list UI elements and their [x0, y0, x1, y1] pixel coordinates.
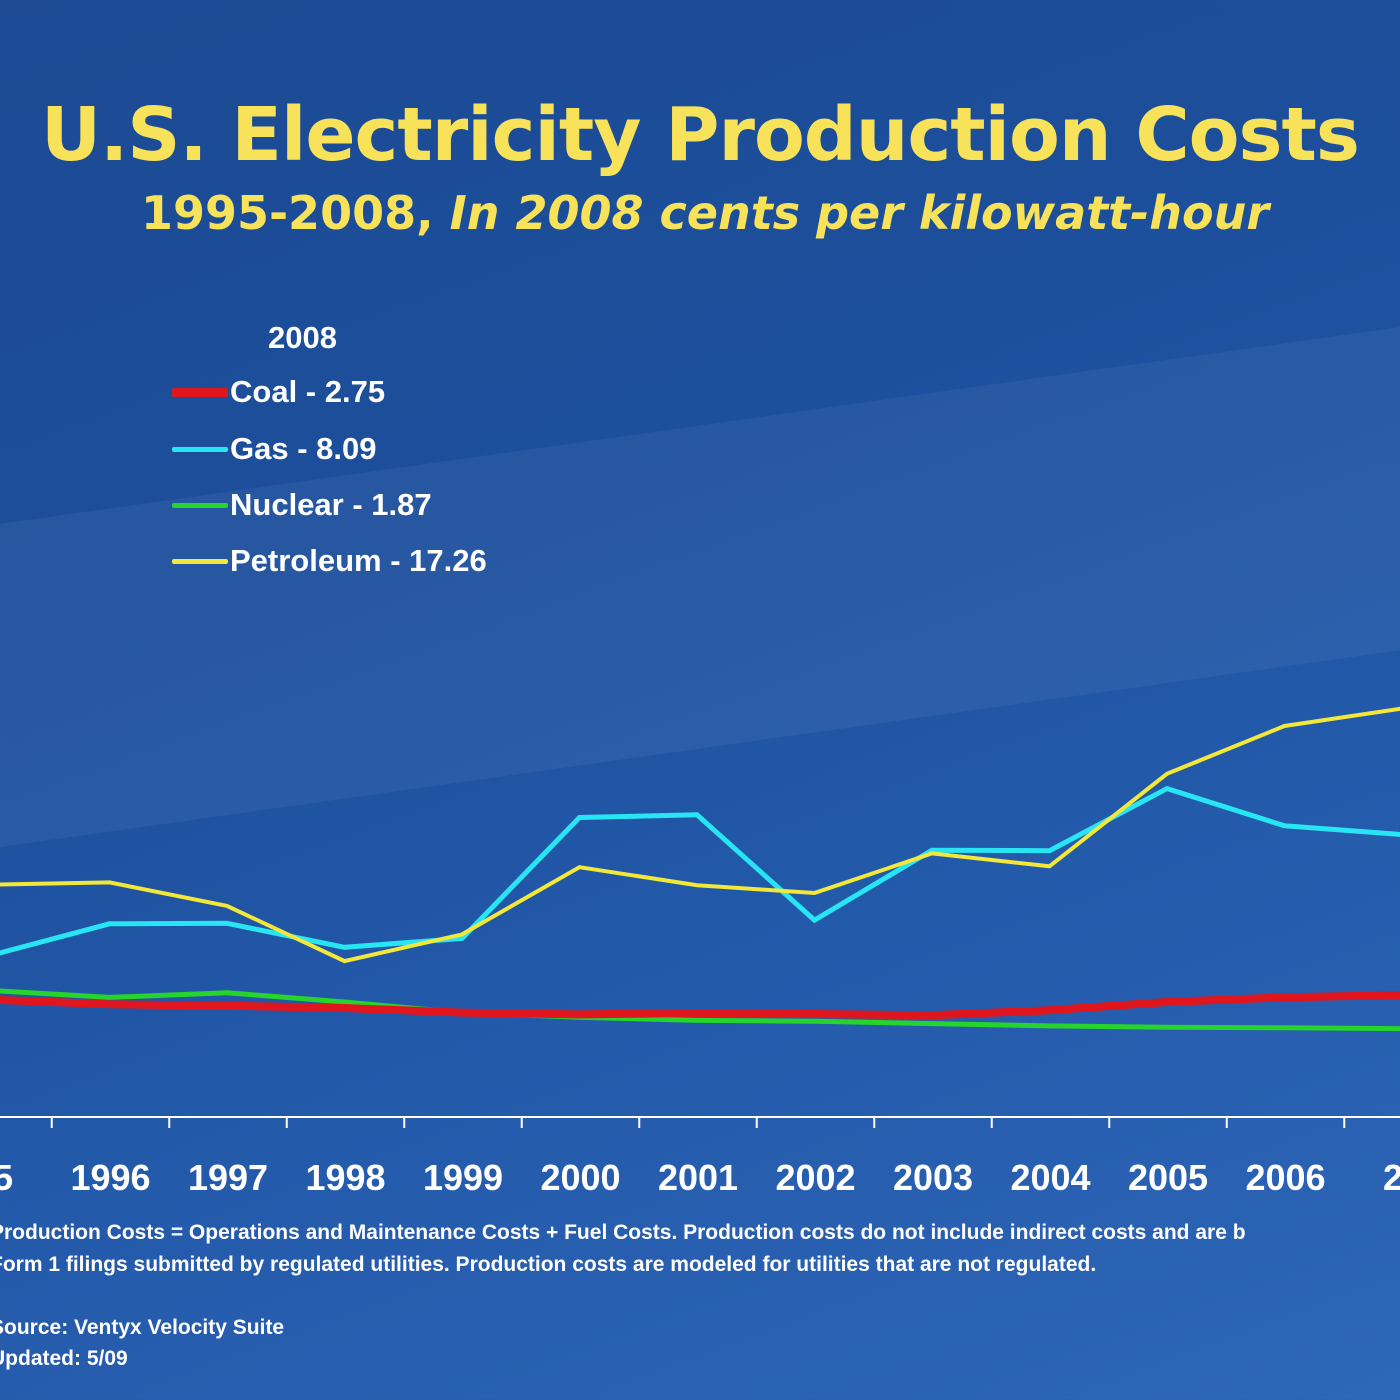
x-tick-label: 1996 [70, 1157, 150, 1198]
legend-label-petroleum: Petroleum - 17.26 [230, 543, 487, 578]
footnote-definition-line1: Production Costs = Operations and Mainte… [0, 1221, 1246, 1244]
x-tick-label: 95 [0, 1157, 13, 1198]
footnote-source: Source: Ventyx Velocity Suite [0, 1316, 285, 1339]
legend-title: 2008 [268, 320, 337, 355]
footnote-definition-line2: Form 1 filings submitted by regulated ut… [0, 1253, 1097, 1276]
legend-label-gas: Gas - 8.09 [230, 431, 377, 466]
x-tick-label: 2001 [658, 1157, 738, 1198]
x-tick-label: 2000 [540, 1157, 620, 1198]
x-tick-label: 2003 [893, 1157, 973, 1198]
legend-item-gas: Gas - 8.09 [172, 429, 376, 469]
legend-item-coal: Coal - 2.75 [172, 372, 385, 412]
x-tick-label: 20 [1383, 1157, 1400, 1198]
series-line-coal [0, 991, 1400, 1020]
footnote-updated: Updated: 5/09 [0, 1347, 128, 1370]
legend-swatch-petroleum [172, 558, 228, 564]
x-tick-label: 1999 [423, 1157, 503, 1198]
x-tick-label: 2004 [1010, 1157, 1090, 1198]
series-line-petroleum [0, 706, 1400, 964]
x-tick-label: 2006 [1245, 1157, 1325, 1198]
legend-label-coal: Coal - 2.75 [230, 374, 386, 409]
chart-title: U.S. Electricity Production Costs [41, 92, 1360, 178]
legend-label-nuclear: Nuclear - 1.87 [230, 487, 432, 522]
series-line-gas [0, 785, 1400, 956]
subtitle-range: 1995-2008, [140, 186, 434, 240]
legend-swatch-gas [172, 446, 228, 452]
chart-subtitle: 1995-2008, In 2008 cents per kilowatt-ho… [0, 186, 1400, 240]
x-tick-label: 2002 [775, 1157, 855, 1198]
x-tick-label: 1998 [305, 1157, 385, 1198]
x-tick-label: 1997 [188, 1157, 268, 1198]
subtitle-units: In 2008 cents per kilowatt-hour [449, 186, 1270, 240]
legend-item-nuclear: Nuclear - 1.87 [172, 485, 432, 525]
legend-swatch-nuclear [172, 502, 228, 508]
series-line-nuclear [0, 988, 1400, 1032]
legend-item-petroleum: Petroleum - 17.26 [172, 541, 487, 581]
x-tick-label: 2005 [1128, 1157, 1208, 1198]
legend-swatch-coal [172, 387, 228, 397]
